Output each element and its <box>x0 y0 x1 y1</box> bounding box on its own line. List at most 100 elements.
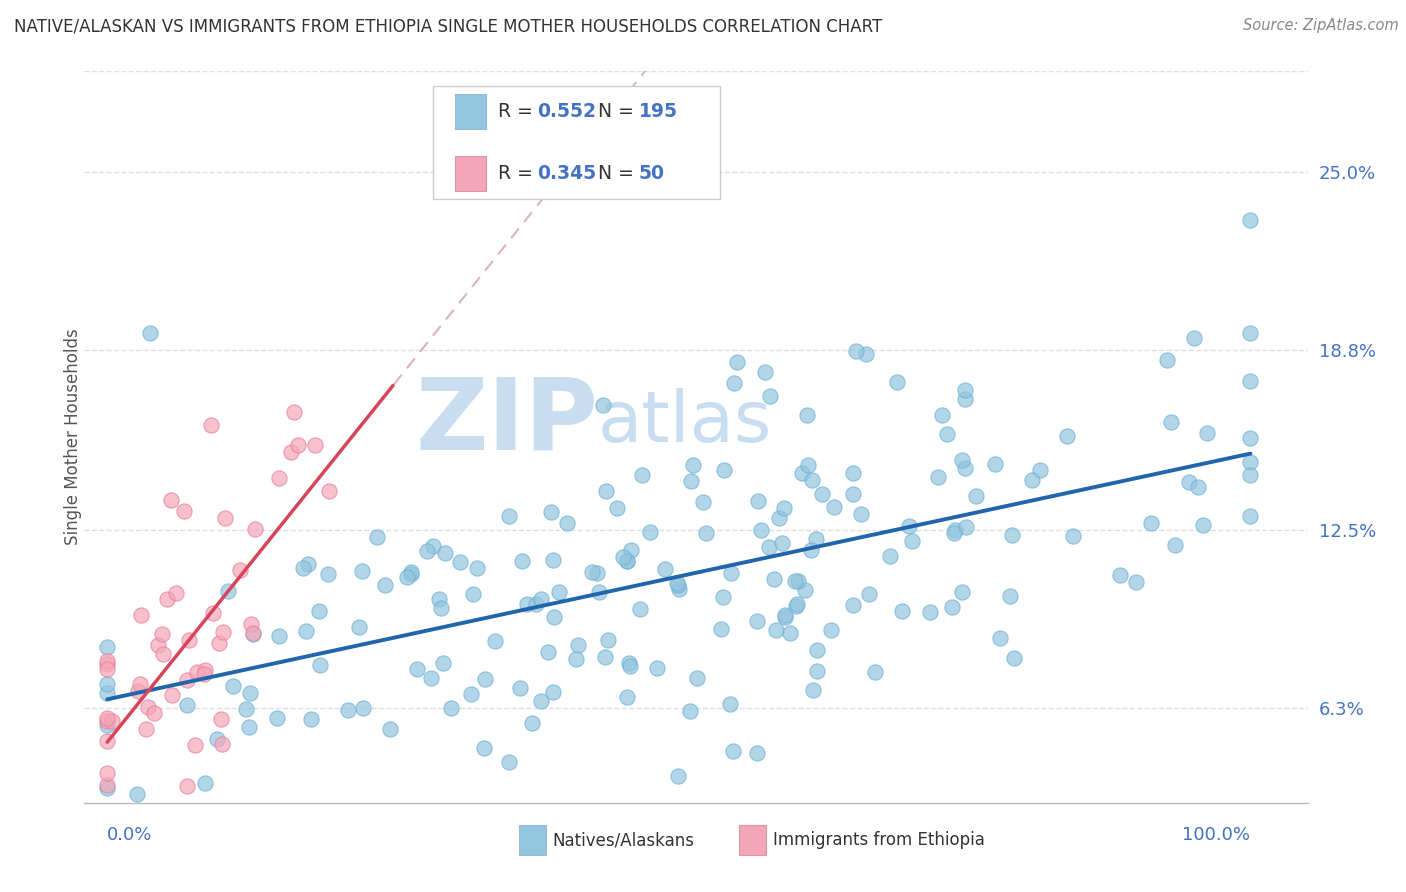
Point <box>581 565 603 579</box>
Point <box>1187 480 1209 494</box>
Point <box>304 438 326 452</box>
Point <box>927 470 949 484</box>
Point <box>718 698 741 712</box>
Point <box>96 640 118 655</box>
Point <box>152 647 174 661</box>
Point <box>498 755 520 769</box>
Point <box>146 638 169 652</box>
Point <box>135 723 157 737</box>
Point <box>267 629 290 643</box>
Point <box>176 779 198 793</box>
Point <box>820 623 842 637</box>
Point <box>1164 538 1187 552</box>
FancyBboxPatch shape <box>456 94 485 129</box>
Point <box>127 787 149 801</box>
Text: Source: ZipAtlas.com: Source: ZipAtlas.com <box>1243 18 1399 33</box>
Point <box>352 700 374 714</box>
Point <box>336 703 359 717</box>
Point <box>449 555 471 569</box>
Point <box>96 654 118 668</box>
Point <box>1021 473 1043 487</box>
Point <box>179 633 201 648</box>
Point <box>886 375 908 389</box>
Point <box>520 716 543 731</box>
Point <box>666 769 689 783</box>
Point <box>879 549 901 563</box>
Point <box>537 645 560 659</box>
Point <box>686 671 709 685</box>
Point <box>465 561 488 575</box>
Point <box>484 633 506 648</box>
Point <box>1109 568 1132 582</box>
Text: atlas: atlas <box>598 388 772 457</box>
Point <box>711 590 734 604</box>
Point <box>461 587 484 601</box>
Point <box>585 566 607 581</box>
Point <box>620 543 643 558</box>
Point <box>595 484 617 499</box>
Point <box>631 468 654 483</box>
Point <box>96 718 118 732</box>
Point <box>129 607 152 622</box>
Point <box>1125 574 1147 589</box>
Point <box>205 732 228 747</box>
Point <box>936 427 959 442</box>
Point <box>176 698 198 712</box>
Point <box>619 659 641 673</box>
Point <box>768 511 790 525</box>
Point <box>543 685 565 699</box>
Point <box>524 597 547 611</box>
Point <box>796 458 818 473</box>
Point <box>785 574 807 588</box>
Point <box>200 417 222 432</box>
Point <box>214 510 236 524</box>
Point <box>1062 528 1084 542</box>
Point <box>316 567 339 582</box>
Point <box>138 326 160 340</box>
Point <box>773 610 796 624</box>
Point <box>1239 326 1261 340</box>
Point <box>1002 651 1025 665</box>
Point <box>1156 352 1178 367</box>
FancyBboxPatch shape <box>519 825 546 855</box>
Point <box>758 540 780 554</box>
Point <box>891 604 914 618</box>
Point <box>1160 415 1182 429</box>
Text: Immigrants from Ethiopia: Immigrants from Ethiopia <box>773 831 986 849</box>
Point <box>176 673 198 687</box>
Point <box>725 355 748 369</box>
Point <box>96 807 118 822</box>
Point <box>773 607 796 622</box>
Point <box>510 554 533 568</box>
Point <box>543 610 565 624</box>
Point <box>427 592 450 607</box>
Point <box>616 554 638 568</box>
Point <box>211 737 233 751</box>
Point <box>823 500 845 514</box>
Point <box>347 620 370 634</box>
Point <box>212 625 235 640</box>
Point <box>193 666 215 681</box>
Point <box>1239 455 1261 469</box>
Point <box>898 519 921 533</box>
Point <box>287 438 309 452</box>
Point <box>498 509 520 524</box>
Point <box>794 582 817 597</box>
Point <box>474 672 496 686</box>
Point <box>720 566 742 580</box>
Point <box>460 687 482 701</box>
Point <box>612 550 634 565</box>
Point <box>606 500 628 515</box>
Point <box>792 467 814 481</box>
Point <box>787 574 810 588</box>
Point <box>308 604 330 618</box>
Point <box>96 662 118 676</box>
Point <box>682 458 704 472</box>
Point <box>953 392 976 406</box>
Point <box>692 494 714 508</box>
Point <box>806 664 828 678</box>
Point <box>773 501 796 516</box>
Point <box>472 740 495 755</box>
Point <box>529 694 551 708</box>
Point <box>942 526 965 541</box>
